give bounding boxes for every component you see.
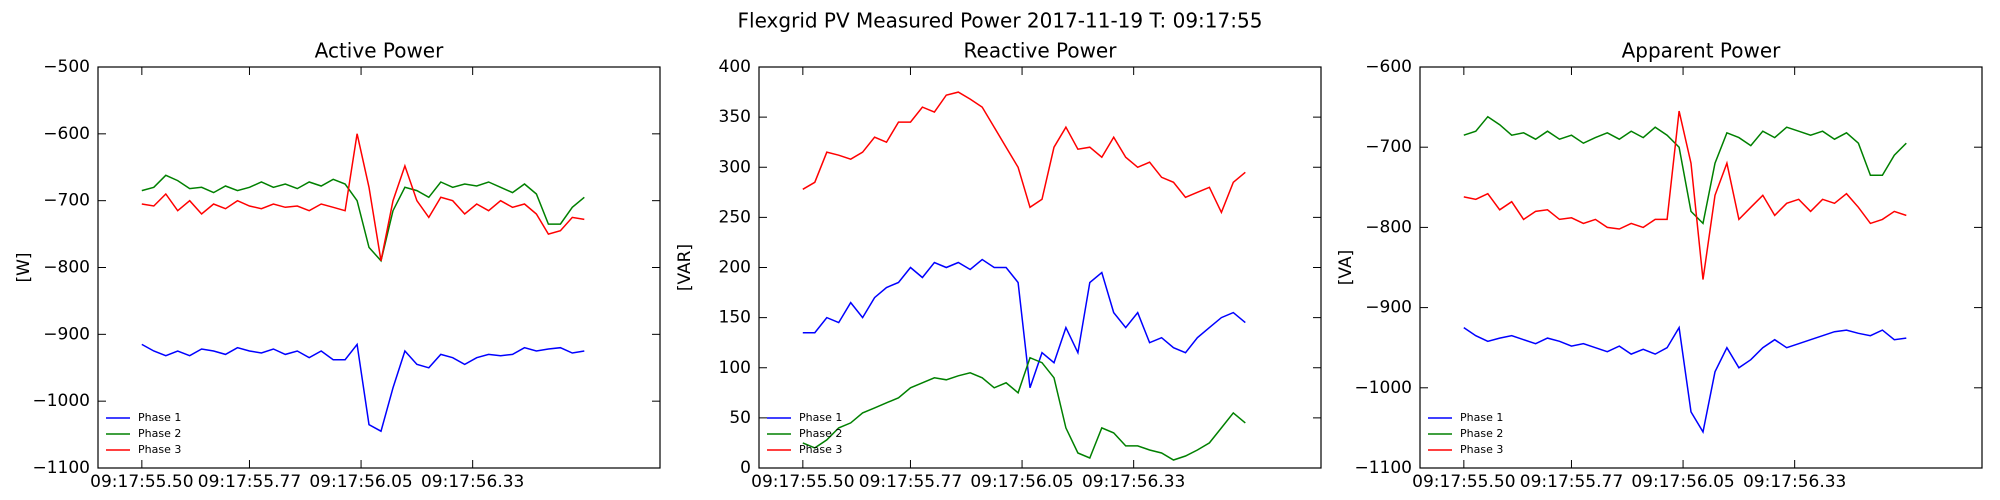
y-tick-label: 300 <box>719 157 751 177</box>
y-tick-label: −600 <box>1365 57 1412 77</box>
y-tick-label: −700 <box>43 191 90 211</box>
x-tick-label: 09:17:55.77 <box>859 472 962 492</box>
subplot: Reactive Power [VAR] 0 50 100 150 200 250 300 350… <box>675 39 1322 492</box>
series-line <box>802 91 1246 215</box>
legend-label: Phase 2 <box>1460 427 1503 440</box>
y-tick-label: −800 <box>1365 217 1412 237</box>
y-tick-label: 250 <box>719 207 751 227</box>
subplot: Apparent Power [VA] −1100 −1000 −900 −800 −700… <box>1336 39 1983 492</box>
plot-frame <box>1419 66 1983 469</box>
x-tick-label: 09:17:56.33 <box>1082 472 1185 492</box>
legend-label: Phase 1 <box>799 411 842 424</box>
series-line <box>141 342 585 433</box>
y-axis-label: [VA] <box>1336 250 1356 285</box>
legend-label: Phase 2 <box>138 427 181 440</box>
series-line <box>141 133 585 261</box>
y-axis-label: [W] <box>14 252 34 282</box>
y-tick-label: 100 <box>719 358 751 378</box>
y-tick-label: 400 <box>719 57 751 77</box>
y-tick-label: −600 <box>43 124 90 144</box>
series-line <box>802 356 1246 461</box>
x-tick-label: 09:17:56.05 <box>970 472 1073 492</box>
subplot: Active Power [W] −1100 −1000 −900 −800 −700 −60… <box>14 39 661 492</box>
y-tick-label: 50 <box>729 408 751 428</box>
subplot-title: Apparent Power <box>1622 39 1782 63</box>
y-axis-label: [VAR] <box>675 244 695 291</box>
x-tick-label: 09:17:55.77 <box>1520 472 1623 492</box>
y-tick-label: −500 <box>43 57 90 77</box>
series-line <box>1463 115 1907 225</box>
legend-label: Phase 1 <box>1460 411 1503 424</box>
y-tick-label: 200 <box>719 258 751 278</box>
y-tick-label: 0 <box>740 458 751 478</box>
y-tick-label: −800 <box>43 258 90 278</box>
y-tick-label: −1100 <box>32 458 90 478</box>
legend-label: Phase 3 <box>799 443 842 456</box>
y-tick-label: −900 <box>43 324 90 344</box>
series-line <box>141 174 585 263</box>
y-tick-label: 350 <box>719 107 751 127</box>
plot-frame <box>758 66 1322 469</box>
series-line <box>1463 325 1907 434</box>
legend-label: Phase 2 <box>799 427 842 440</box>
x-tick-label: 09:17:56.05 <box>1631 472 1734 492</box>
subplot-title: Active Power <box>315 39 444 63</box>
y-tick-label: −1000 <box>32 391 90 411</box>
y-tick-label: −900 <box>1365 298 1412 318</box>
series-line <box>802 258 1246 389</box>
plot-frame <box>97 66 661 469</box>
subplot-title: Reactive Power <box>964 39 1118 63</box>
x-tick-label: 09:17:55.50 <box>1412 472 1515 492</box>
series-line <box>1463 110 1907 280</box>
x-tick-label: 09:17:56.05 <box>309 472 412 492</box>
y-tick-label: −1000 <box>1354 378 1412 398</box>
y-tick-label: −1100 <box>1354 458 1412 478</box>
figure-title: Flexgrid PV Measured Power 2017-11-19 T:… <box>738 9 1263 33</box>
y-tick-label: 150 <box>719 308 751 328</box>
legend-label: Phase 3 <box>1460 443 1503 456</box>
x-tick-label: 09:17:55.50 <box>90 472 193 492</box>
x-tick-label: 09:17:56.33 <box>421 472 524 492</box>
x-tick-label: 09:17:56.33 <box>1743 472 1846 492</box>
legend-label: Phase 1 <box>138 411 181 424</box>
x-tick-label: 09:17:55.77 <box>198 472 301 492</box>
legend-label: Phase 3 <box>138 443 181 456</box>
x-tick-label: 09:17:55.50 <box>751 472 854 492</box>
y-tick-label: −700 <box>1365 137 1412 157</box>
